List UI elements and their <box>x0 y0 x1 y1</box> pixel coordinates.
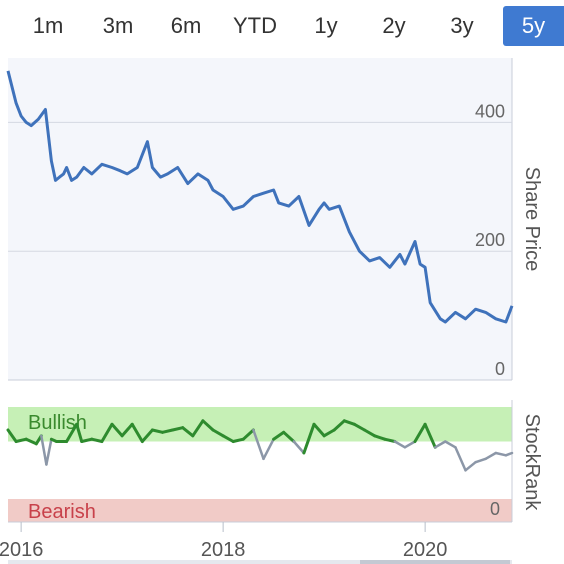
rank-line-segment <box>292 440 306 455</box>
tab-ytd[interactable]: YTD <box>233 13 277 38</box>
price-tick-label: 400 <box>475 101 505 121</box>
rank-line-segment <box>6 428 18 443</box>
rank-line-segment <box>403 440 417 449</box>
tab-1y[interactable]: 1y <box>314 13 338 38</box>
rank-line-segment <box>120 422 134 438</box>
x-axis-ticks: 2016 2018 2020 <box>0 522 447 561</box>
rank-line-segment <box>383 437 397 443</box>
rank-line-segment <box>373 434 387 441</box>
rank-line-segment <box>150 428 164 434</box>
rank-line-segment <box>221 434 235 443</box>
rank-line-segment <box>272 430 286 441</box>
rank-line-segment <box>231 437 245 443</box>
x-tick-label: 2020 <box>403 539 448 561</box>
tab-3m[interactable]: 3m <box>102 13 134 38</box>
price-series-line <box>6 70 514 324</box>
rank-line-segment <box>464 460 477 472</box>
rank-line-segment <box>14 437 28 443</box>
rank-line-segment <box>504 451 514 457</box>
rank-line-segment <box>433 440 447 449</box>
rank-line-segment <box>201 419 215 432</box>
rank-line-segment <box>312 422 326 438</box>
rank-line-segment <box>100 422 114 443</box>
rank-line-segment <box>393 440 407 449</box>
bullish-band <box>8 407 512 442</box>
navigator-scrollbar[interactable] <box>8 560 512 564</box>
price-tick-label: 0 <box>495 359 505 379</box>
rank-line-segment <box>444 440 457 449</box>
rank-line-segment <box>484 451 498 461</box>
rank-line-segment <box>282 430 296 443</box>
tab-3y[interactable]: 3y <box>450 13 474 38</box>
rank-line-segment <box>40 434 48 466</box>
rank-line-segment <box>454 446 467 472</box>
navigator-scroll-thumb[interactable] <box>360 560 510 564</box>
rank-line-segment <box>181 426 195 438</box>
rank-line-segment <box>211 428 225 438</box>
rank-line-segment <box>65 422 79 443</box>
rank-axis-label: StockRank <box>521 414 543 512</box>
rank-line-segment <box>262 437 275 461</box>
rank-line-segment <box>342 419 356 426</box>
rank-line-segment <box>24 437 38 446</box>
rank-line-segment <box>252 428 265 461</box>
rank-line-segment <box>332 419 346 432</box>
price-tick-labels: 0 200 400 <box>475 101 505 379</box>
rank-line-segment <box>75 422 84 443</box>
rank-line-segment <box>80 437 94 443</box>
tab-1m[interactable]: 1m <box>32 13 64 38</box>
bullish-label: Bullish <box>28 412 87 434</box>
tab-6m[interactable]: 6m <box>170 13 202 38</box>
price-axis-label: Share Price <box>521 167 543 272</box>
tab-2y[interactable]: 2y <box>382 13 406 38</box>
price-gridlines <box>8 121 512 252</box>
price-plot-area <box>8 58 512 380</box>
rank-line-segment <box>423 422 437 449</box>
x-tick-label: 2018 <box>201 539 246 561</box>
x-tick-label: 2016 <box>0 539 43 561</box>
rank-line-segment <box>90 437 104 443</box>
rank-line-segment <box>241 428 255 441</box>
rank-line-segment <box>140 428 154 443</box>
tab-5y[interactable]: 5y <box>503 6 564 46</box>
rank-line-segment <box>45 437 53 466</box>
price-tick-label: 200 <box>475 230 505 250</box>
rank-line-segment <box>413 422 427 443</box>
rank-line-segment <box>302 422 316 455</box>
rank-line-segment <box>110 422 124 438</box>
period-tab-bar: 1m 3m 6m YTD 1y 2y 3y 5y <box>0 0 564 52</box>
rank-line-segment <box>171 426 185 432</box>
rank-series-lines <box>6 419 514 472</box>
rank-line-segment <box>161 428 175 434</box>
bearish-label: Bearish <box>28 501 96 523</box>
rank-line-segment <box>352 422 366 432</box>
bearish-band <box>8 499 512 522</box>
rank-line-segment <box>363 428 377 438</box>
rank-tick-label-0: 0 <box>490 499 500 519</box>
rank-line-segment <box>474 457 487 464</box>
rank-line-segment <box>322 428 336 438</box>
rank-line-segment <box>494 451 508 457</box>
rank-line-segment <box>191 419 205 438</box>
rank-line-segment <box>130 422 144 443</box>
